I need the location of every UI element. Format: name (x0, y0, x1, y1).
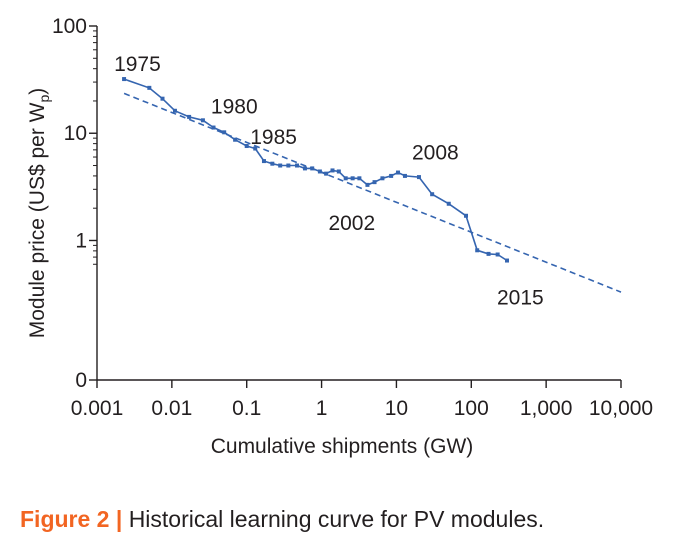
data-point (486, 251, 491, 256)
data-point (295, 163, 300, 168)
data-point (222, 130, 227, 135)
data-point (495, 252, 500, 257)
year-label: 1975 (114, 53, 161, 76)
data-point (122, 77, 127, 82)
data-point (172, 108, 177, 113)
y-tick-label: 0 (75, 369, 87, 392)
axes (96, 26, 621, 381)
data-point (416, 175, 421, 180)
data-point (350, 176, 355, 181)
series-layer (122, 77, 622, 293)
data-point (286, 163, 291, 168)
data-point (380, 176, 385, 181)
data-point (244, 144, 249, 149)
data-point (270, 161, 275, 166)
x-tick-label: 1,000 (520, 397, 573, 420)
trend-line (123, 92, 622, 293)
tick-marks (89, 25, 622, 388)
y-tick-label: 100 (52, 15, 87, 38)
figure-caption-text: Historical learning curve for PV modules… (128, 506, 545, 532)
year-annotations: 1975 1980 1985 2002 2008 2015 (114, 53, 544, 309)
y-axis-title-subscript: p (36, 95, 52, 103)
data-point (343, 176, 348, 181)
data-point (365, 182, 370, 187)
data-point (402, 173, 407, 178)
data-point (302, 166, 307, 171)
data-point (336, 169, 341, 174)
year-label: 2015 (497, 287, 544, 310)
y-axis-title-close: ) (26, 88, 49, 95)
year-label: 1980 (211, 96, 258, 119)
x-tick-label: 1 (316, 397, 328, 420)
data-point (233, 137, 238, 142)
data-point (505, 258, 510, 263)
data-point (200, 118, 205, 123)
data-point (330, 168, 335, 173)
data-point (211, 125, 216, 130)
y-tick-label: 10 (64, 122, 87, 145)
data-point (278, 163, 283, 168)
data-point (389, 173, 394, 178)
y-tick-label: 1 (75, 229, 87, 252)
year-label: 1985 (250, 126, 297, 149)
x-tick-label: 100 (454, 397, 489, 420)
x-tick-label: 10 (385, 397, 408, 420)
year-label: 2002 (328, 212, 375, 235)
y-axis-title: Module price (US$ per Wp) (26, 88, 52, 339)
data-point (396, 170, 401, 175)
data-point (430, 192, 435, 197)
data-point (160, 96, 165, 101)
data-point (187, 114, 192, 119)
data-point (147, 85, 152, 90)
y-axis-title-main: Module price (US$ per W (26, 102, 49, 338)
data-point (446, 201, 451, 206)
x-tick-label: 10,000 (589, 397, 653, 420)
x-axis-title: Cumulative shipments (GW) (211, 435, 474, 458)
data-point (475, 248, 480, 253)
x-tick-label: 0.1 (232, 397, 261, 420)
figure-label: Figure 2 | (20, 506, 123, 532)
data-point (324, 171, 329, 176)
data-point (464, 213, 469, 218)
price-line (123, 78, 508, 262)
figure-caption: Figure 2 | Historical learning curve for… (20, 506, 544, 533)
x-tick-label: 0.001 (71, 397, 124, 420)
data-point (372, 180, 377, 185)
data-point (357, 176, 362, 181)
year-label: 2008 (412, 142, 459, 165)
data-point (261, 159, 266, 164)
data-point (253, 146, 258, 151)
x-tick-label: 0.01 (151, 397, 192, 420)
